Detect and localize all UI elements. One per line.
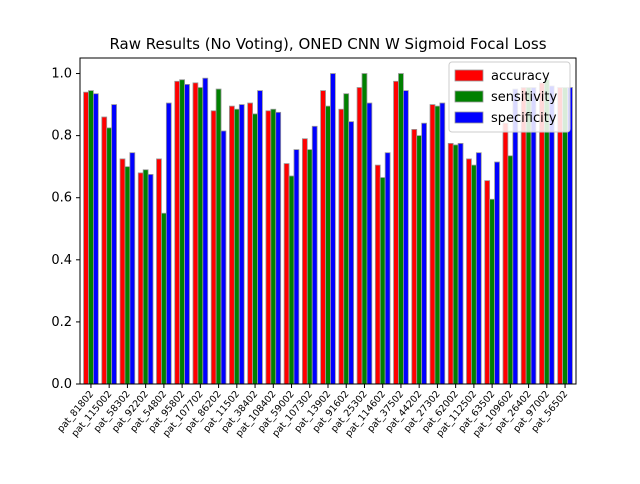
bar-specificity-pat_114602 — [384, 152, 391, 385]
bar-sensitivity-pat_108402 — [270, 108, 277, 385]
bar-accuracy-pat_107302 — [301, 138, 308, 385]
y-tick-label: 0.4 — [51, 253, 72, 268]
bar-sensitivity-pat_95802 — [179, 79, 185, 385]
bar-accuracy-pat_109602 — [502, 122, 509, 385]
bar-accuracy-pat_59002 — [283, 163, 290, 385]
bar-specificity-pat_107702 — [202, 77, 209, 385]
bar-sensitivity-pat_112502 — [471, 164, 477, 385]
legend-label-specificity: specificity — [491, 111, 557, 126]
bar-accuracy-pat_108402 — [265, 110, 272, 385]
bar-specificity-pat_38402 — [257, 90, 263, 385]
legend-swatch-accuracy — [454, 69, 484, 82]
bar-sensitivity-pat_59002 — [288, 175, 295, 385]
bar-specificity-pat_107302 — [311, 125, 318, 385]
bar-accuracy-pat_114602 — [374, 164, 381, 385]
bar-specificity-pat_11502 — [238, 104, 245, 385]
bar-accuracy-pat_112502 — [466, 158, 472, 385]
bar-sensitivity-pat_37502 — [398, 73, 404, 385]
bar-sensitivity-pat_63502 — [489, 198, 495, 385]
bar-specificity-pat_115002 — [111, 104, 117, 385]
bar-sensitivity-pat_25302 — [361, 73, 368, 385]
bar-accuracy-pat_86202 — [210, 110, 217, 385]
bar-specificity-pat_81802 — [93, 93, 99, 385]
legend-label-accuracy: accuracy — [491, 69, 550, 84]
bar-specificity-pat_37502 — [402, 90, 409, 385]
bar-accuracy-pat_115002 — [101, 116, 108, 385]
bar-accuracy-pat_107702 — [192, 82, 199, 385]
bar-specificity-pat_112502 — [475, 152, 482, 385]
bar-specificity-pat_108402 — [275, 111, 282, 385]
bar-sensitivity-pat_107702 — [197, 87, 204, 385]
bar-specificity-pat_44202 — [421, 122, 427, 385]
bar-specificity-pat_59002 — [293, 149, 300, 385]
bar-accuracy-pat_95802 — [174, 80, 181, 385]
bar-sensitivity-pat_38402 — [252, 113, 258, 385]
bar-specificity-pat_92202 — [147, 174, 154, 385]
y-tick-label: 0.6 — [51, 191, 72, 206]
bar-sensitivity-pat_115002 — [106, 127, 113, 385]
bar-specificity-pat_109602 — [512, 88, 519, 385]
bar-accuracy-pat_54802 — [156, 158, 162, 385]
bar-sensitivity-pat_114602 — [379, 177, 386, 385]
legend-swatch-specificity — [454, 111, 484, 124]
bar-accuracy-pat_25302 — [356, 87, 363, 385]
bar-sensitivity-pat_107302 — [306, 149, 313, 385]
legend-swatch-sensitivity — [454, 90, 484, 103]
chart-title: Raw Results (No Voting), ONED CNN W Sigm… — [109, 35, 546, 53]
axes-frame — [79, 57, 577, 385]
bar-specificity-pat_62002 — [457, 142, 464, 385]
bar-accuracy-pat_58302 — [119, 158, 126, 385]
bar-specificity-pat_54802 — [165, 102, 172, 385]
y-tick-label: 0.8 — [51, 129, 72, 144]
bar-accuracy-pat_62002 — [447, 142, 454, 385]
bar-accuracy-pat_11502 — [229, 105, 235, 385]
bar-sensitivity-pat_11502 — [233, 108, 240, 385]
y-tick-label: 0.0 — [51, 377, 72, 392]
bar-specificity-pat_91602 — [348, 121, 355, 385]
bar-sensitivity-pat_109602 — [507, 155, 514, 385]
bar-specificity-pat_13902 — [330, 73, 336, 385]
bar-accuracy-pat_81802 — [83, 91, 89, 385]
bar-sensitivity-pat_58302 — [124, 166, 131, 385]
bar-accuracy-pat_13902 — [320, 90, 326, 385]
bar-sensitivity-pat_92202 — [142, 169, 149, 385]
bar-sensitivity-pat_54802 — [161, 212, 167, 385]
y-tick-label: 0.2 — [51, 315, 72, 330]
bar-sensitivity-pat_13902 — [325, 105, 331, 385]
bar-accuracy-pat_92202 — [137, 172, 144, 385]
bar-specificity-pat_58302 — [129, 152, 136, 385]
bar-sensitivity-pat_62002 — [452, 144, 459, 385]
bar-accuracy-pat_37502 — [393, 80, 399, 385]
bar-specificity-pat_86202 — [220, 130, 227, 385]
bar-sensitivity-pat_86202 — [215, 88, 222, 385]
bar-specificity-pat_63502 — [494, 161, 500, 385]
bar-sensitivity-pat_44202 — [416, 135, 423, 385]
bar-accuracy-pat_91602 — [338, 108, 345, 385]
bar-accuracy-pat_27302 — [429, 104, 436, 385]
bar-specificity-pat_25302 — [366, 102, 373, 385]
y-tick-label: 1.0 — [51, 67, 72, 82]
bar-accuracy-pat_63502 — [484, 180, 491, 385]
legend-label-sensitivity: sensitivity — [491, 90, 558, 105]
bar-specificity-pat_95802 — [184, 83, 190, 385]
bar-specificity-pat_27302 — [439, 102, 446, 385]
bar-sensitivity-pat_81802 — [88, 90, 94, 385]
bar-sensitivity-pat_91602 — [343, 93, 350, 385]
legend: accuracy sensitivity specificity — [448, 61, 571, 133]
bar-accuracy-pat_44202 — [411, 129, 418, 385]
bar-sensitivity-pat_27302 — [434, 105, 441, 385]
bar-accuracy-pat_38402 — [247, 102, 253, 385]
